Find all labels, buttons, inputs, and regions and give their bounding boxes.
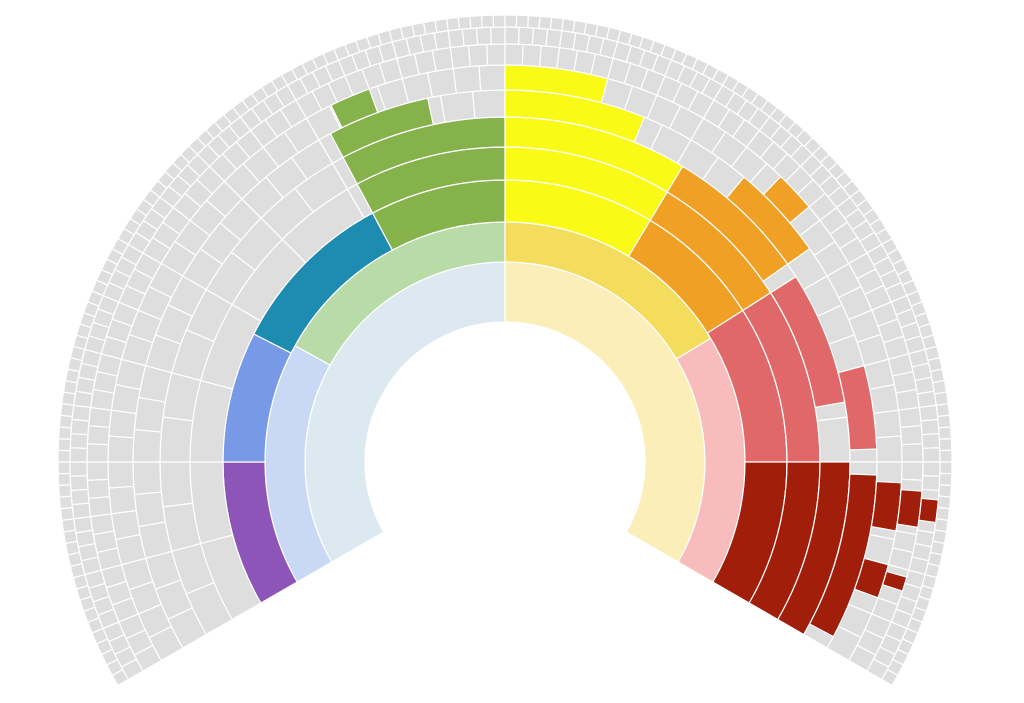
sunburst-cell xyxy=(897,406,923,429)
highlight-segment xyxy=(918,497,939,524)
sunburst-cell xyxy=(107,435,135,463)
sunburst-cell xyxy=(933,391,949,406)
sunburst-cell xyxy=(531,27,549,47)
sunburst-cell xyxy=(475,26,492,46)
sunburst-cell xyxy=(447,28,465,49)
sunburst-cell xyxy=(132,461,162,496)
sunburst-cell xyxy=(478,64,506,92)
sunburst-cell xyxy=(107,461,135,489)
sunburst-cell xyxy=(86,461,110,481)
sunburst-cell xyxy=(935,506,951,522)
sunburst-cell xyxy=(449,44,472,70)
sunburst-cell xyxy=(467,43,489,68)
sunburst-cell xyxy=(939,449,953,463)
sunburst-cell xyxy=(461,27,479,47)
sunburst-cell xyxy=(86,443,110,463)
sunburst-cell xyxy=(515,14,530,29)
sunburst-cell xyxy=(133,491,166,528)
sunburst-cell xyxy=(86,478,111,500)
sunburst-cell xyxy=(87,406,113,429)
sunburst-cell xyxy=(492,14,506,28)
sunburst-cell xyxy=(538,15,553,31)
sunburst-cell xyxy=(452,65,482,94)
sunburst-cell xyxy=(132,428,162,463)
sunburst-cell xyxy=(549,16,565,32)
sunburst-cell xyxy=(471,89,506,119)
sunburst-cell xyxy=(426,67,458,98)
sunburst-cell xyxy=(869,383,900,415)
sunburst-cell xyxy=(936,414,952,429)
sunburst-cell xyxy=(89,513,115,536)
sunburst-cell xyxy=(938,437,953,452)
sunburst-cell xyxy=(439,90,476,123)
sunburst-cell xyxy=(445,16,461,32)
sunburst-cell xyxy=(159,416,194,463)
sunburst-cell xyxy=(70,418,90,436)
sunburst-cell xyxy=(899,424,924,446)
sunburst-cell xyxy=(159,461,194,508)
sunburst-cell xyxy=(57,437,72,452)
sunburst-cell xyxy=(434,18,449,34)
sunburst-cell xyxy=(504,26,520,45)
sunburst-cell xyxy=(480,14,495,29)
sunburst-cell xyxy=(922,447,941,463)
sunburst-cell xyxy=(57,426,72,440)
sunburst-cell xyxy=(936,495,952,510)
sunburst-cell xyxy=(486,43,506,67)
sunburst-cell xyxy=(504,14,518,28)
sunburst-cell xyxy=(521,43,543,68)
sunburst-cell xyxy=(938,484,953,498)
sunburst-cell xyxy=(504,43,524,67)
sunburst-cell xyxy=(108,409,137,439)
sunburst-cell xyxy=(457,15,472,31)
sunburst-cell xyxy=(920,418,940,436)
sunburst-cell xyxy=(58,495,74,510)
sunburst-cell xyxy=(87,495,113,518)
sunburst-cell xyxy=(900,443,924,463)
sunburst-cell xyxy=(57,461,71,475)
sunburst-cell xyxy=(110,509,141,541)
sunburst-cell xyxy=(938,472,953,487)
sunburst-cell xyxy=(57,484,72,498)
sunburst-cell xyxy=(922,461,941,477)
sunburst-cell xyxy=(71,502,92,520)
sunburst-cell xyxy=(816,416,851,463)
sunburst-cell xyxy=(895,388,921,411)
sunburst-cell xyxy=(59,402,75,418)
sunburst-cell xyxy=(921,432,941,449)
sunburst-cell xyxy=(918,404,939,422)
sunburst-cell xyxy=(938,426,953,440)
sunburst-cell xyxy=(108,485,137,515)
sunburst-cell xyxy=(873,409,902,439)
sunburst-cell xyxy=(518,26,535,46)
sunburst-cell xyxy=(921,475,941,492)
sunburst-cell xyxy=(469,14,483,29)
sunburst-cell xyxy=(69,447,88,463)
sunburst-cell xyxy=(86,424,111,446)
sunburst-cell xyxy=(57,472,72,487)
sunburst-cell xyxy=(70,488,90,506)
sunburst-cell xyxy=(935,402,951,418)
sunburst-cell xyxy=(900,461,924,481)
sunburst-cell xyxy=(58,414,74,429)
sunburst-cell xyxy=(431,46,454,72)
sunburst-cell xyxy=(59,506,75,522)
sunburst-cell xyxy=(875,435,903,463)
sunburst-cell xyxy=(939,461,953,475)
sunburst-cell xyxy=(69,475,89,492)
sunburst-cell xyxy=(61,518,77,533)
sunburst-cell xyxy=(538,44,561,70)
sunburst-cell xyxy=(490,26,506,45)
sunburst-cell xyxy=(133,396,166,433)
sunburst-cell xyxy=(880,668,899,687)
sunburst-cell xyxy=(527,14,541,29)
sunburst-cell xyxy=(69,461,88,477)
sunburst-cell xyxy=(69,432,89,449)
sunburst-cell xyxy=(57,449,71,463)
